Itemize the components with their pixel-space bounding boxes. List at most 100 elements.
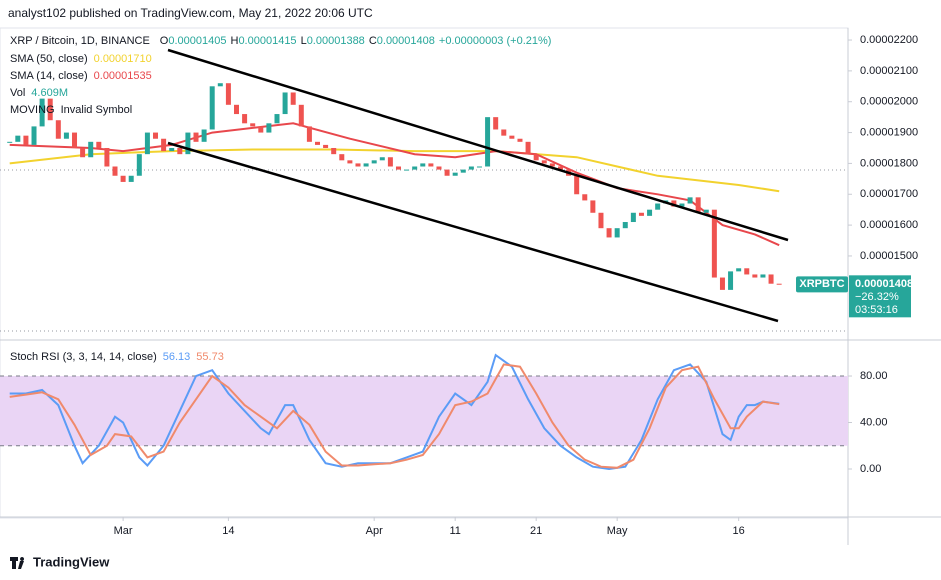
- candle: [671, 200, 677, 207]
- candle: [55, 120, 61, 139]
- ohlc-label: C: [369, 35, 377, 47]
- x-tick-label: Apr: [366, 525, 383, 537]
- price-change: −26.32%: [855, 291, 899, 303]
- ohlc-value: 0.00001408: [377, 35, 435, 47]
- candle: [177, 147, 183, 155]
- candle: [428, 163, 434, 167]
- candle: [476, 166, 482, 168]
- candle: [193, 132, 199, 142]
- candle: [420, 163, 426, 167]
- x-tick-label: 11: [449, 525, 460, 537]
- candle: [525, 141, 531, 155]
- candle: [23, 135, 29, 145]
- candle: [298, 104, 304, 127]
- candle: [363, 163, 369, 167]
- candle: [695, 197, 701, 213]
- marks: [0, 39, 852, 521]
- y-tick-label: 0.00001600: [860, 219, 918, 231]
- y-tick-label: 0.00: [860, 463, 881, 475]
- ohlc-label: H: [230, 35, 238, 47]
- candle: [436, 166, 442, 170]
- y-tick-label: 0.00001700: [860, 188, 918, 200]
- indicator-title: Stoch RSI (3, 3, 14, 14, close): [10, 351, 157, 363]
- volume-value: 4.609M: [31, 87, 68, 99]
- candle: [590, 200, 596, 213]
- annotation: MOVING: [10, 104, 55, 116]
- candle: [339, 154, 345, 161]
- price-box: [849, 275, 911, 318]
- y-tick-label: 0.00002100: [860, 65, 918, 77]
- x-tick-label: May: [607, 525, 628, 537]
- candle: [395, 166, 401, 170]
- candle: [63, 132, 69, 139]
- y-tick-label: 0.00001900: [860, 126, 918, 138]
- ohlc-value: 0.00001388: [307, 35, 365, 47]
- y-tick-label: 0.00001500: [860, 250, 918, 262]
- candle: [460, 169, 466, 173]
- candle: [549, 163, 555, 167]
- candle: [679, 203, 685, 207]
- legend: XRP / Bitcoin, 1D, BINANCE O 0.00001405 H 0.…: [10, 35, 551, 363]
- candle: [201, 129, 207, 142]
- candle: [15, 135, 21, 142]
- candle: [96, 141, 102, 148]
- candle: [574, 175, 580, 195]
- candle: [647, 209, 653, 216]
- x-tick-label: 14: [222, 525, 234, 537]
- candle: [630, 212, 636, 223]
- candle: [250, 123, 256, 127]
- x-tick-label: 21: [530, 525, 542, 537]
- chart-title: XRP / Bitcoin, 1D, BINANCE: [10, 35, 150, 47]
- candle: [371, 160, 377, 164]
- candle: [88, 141, 94, 158]
- indicator-line: [9, 363, 780, 469]
- candle: [557, 166, 563, 170]
- ohlc-label: L: [301, 35, 307, 47]
- candle: [7, 141, 13, 143]
- symbol-label: XRPBTC: [799, 278, 844, 290]
- candle: [606, 228, 612, 238]
- candle: [533, 154, 539, 161]
- candle: [744, 268, 750, 275]
- y-tick-label: 80.00: [860, 370, 888, 382]
- candle: [379, 157, 385, 161]
- logo: [10, 557, 25, 569]
- candle: [752, 274, 758, 278]
- series-value: 0.00001710: [94, 53, 152, 65]
- candle: [225, 83, 231, 105]
- candle: [47, 98, 53, 121]
- y-tick-label: 40.00: [860, 416, 888, 428]
- candle: [452, 172, 458, 176]
- indicator-line: [9, 353, 780, 471]
- candle: [153, 132, 159, 139]
- candle: [541, 160, 547, 164]
- series-value: 56.13: [163, 351, 191, 363]
- candle: [80, 147, 86, 158]
- candle: [290, 92, 296, 105]
- candle: [719, 277, 725, 290]
- band: [0, 376, 848, 446]
- candle: [736, 268, 742, 272]
- candle: [217, 83, 223, 87]
- candle: [314, 141, 320, 145]
- ohlc-value: 0.00001405: [168, 35, 226, 47]
- header: analyst102 published on TradingView.com,…: [8, 6, 373, 20]
- series-value: 55.73: [196, 351, 224, 363]
- candle: [282, 92, 288, 115]
- candle: [347, 160, 353, 164]
- candle: [655, 203, 661, 210]
- candle: [412, 166, 418, 170]
- symbol-box: [796, 276, 848, 293]
- candle: [72, 132, 78, 148]
- candle: [622, 222, 628, 229]
- candle: [355, 163, 361, 167]
- candle: [517, 138, 523, 142]
- ohlc-label: O: [160, 35, 169, 47]
- candle: [776, 283, 782, 285]
- y-tick-label: 0.00001800: [860, 157, 918, 169]
- candle: [120, 175, 126, 182]
- candle: [614, 228, 620, 238]
- candle: [234, 104, 240, 115]
- candle: [331, 147, 337, 155]
